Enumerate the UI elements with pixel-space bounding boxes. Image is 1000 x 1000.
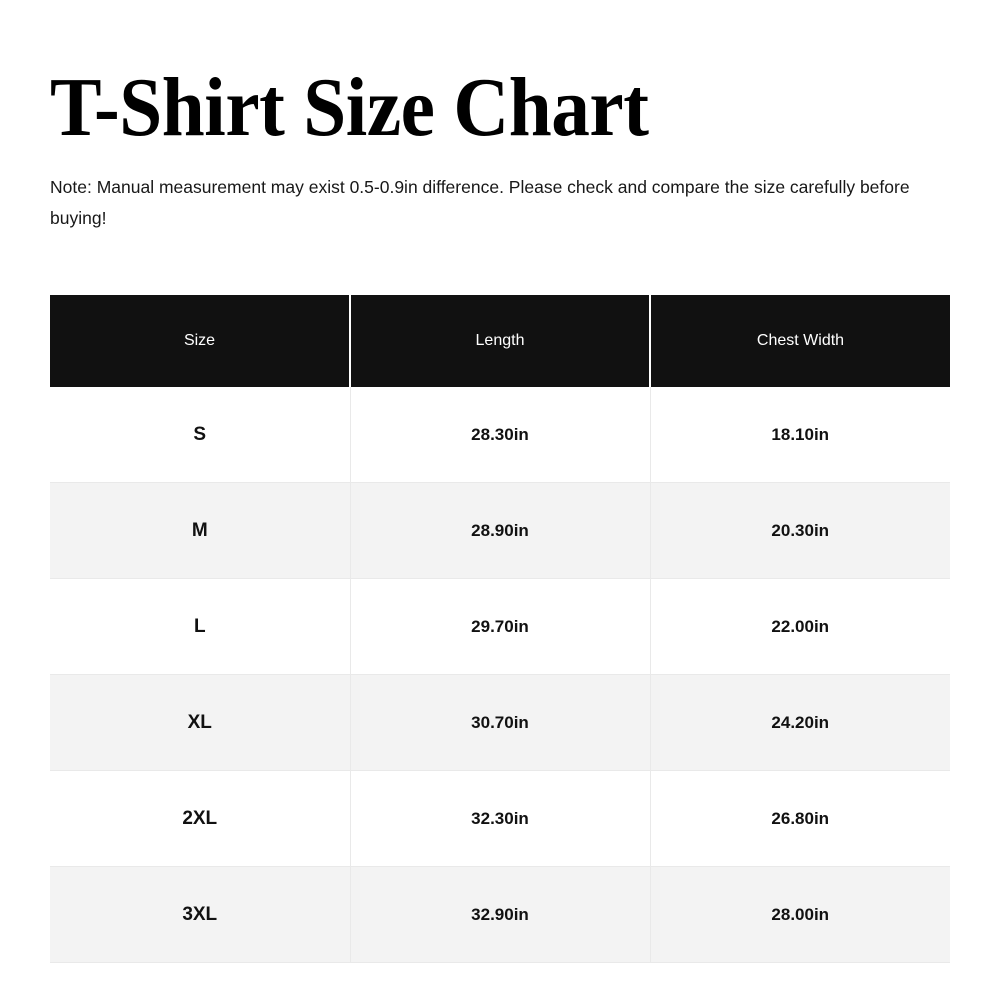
table-row: XL 30.70in 24.20in [50,674,950,772]
cell-length: 32.90in [350,866,651,964]
cell-size: M [50,482,351,580]
column-header-chest-width: Chest Width [650,295,950,388]
cell-size: 3XL [50,866,351,964]
cell-size: S [50,387,351,484]
cell-chest-width: 24.20in [650,674,950,772]
cell-length: 29.70in [350,578,651,676]
measurement-note: Note: Manual measurement may exist 0.5-0… [50,177,910,229]
table-row: S 28.30in 18.10in [50,387,950,484]
cell-size: 2XL [50,770,351,868]
cell-chest-width: 28.00in [650,866,950,964]
cell-chest-width: 18.10in [650,387,950,484]
cell-chest-width: 26.80in [650,770,950,868]
table-row: 3XL 32.90in 28.00in [50,866,950,964]
table-header: Size Length Chest Width [50,295,950,388]
table-row: 2XL 32.30in 26.80in [50,770,950,868]
cell-length: 32.30in [350,770,651,868]
cell-size: L [50,578,351,676]
cell-length: 30.70in [350,674,651,772]
size-chart-table: Size Length Chest Width S 28.30in 18.10i… [50,295,950,964]
column-header-size: Size [50,295,351,388]
cell-length: 28.30in [350,387,651,484]
column-header-length: Length [350,295,651,388]
cell-chest-width: 20.30in [650,482,950,580]
table-header-row: Size Length Chest Width [50,295,950,388]
cell-size: XL [50,674,351,772]
cell-length: 28.90in [350,482,651,580]
table-row: L 29.70in 22.00in [50,578,950,676]
table-row: M 28.90in 20.30in [50,482,950,580]
table-body: S 28.30in 18.10in M 28.90in 20.30in L 29… [50,387,950,964]
page-title: T-Shirt Size Chart [50,61,649,154]
cell-chest-width: 22.00in [650,578,950,676]
size-table-container: Size Length Chest Width S 28.30in 18.10i… [50,295,950,964]
